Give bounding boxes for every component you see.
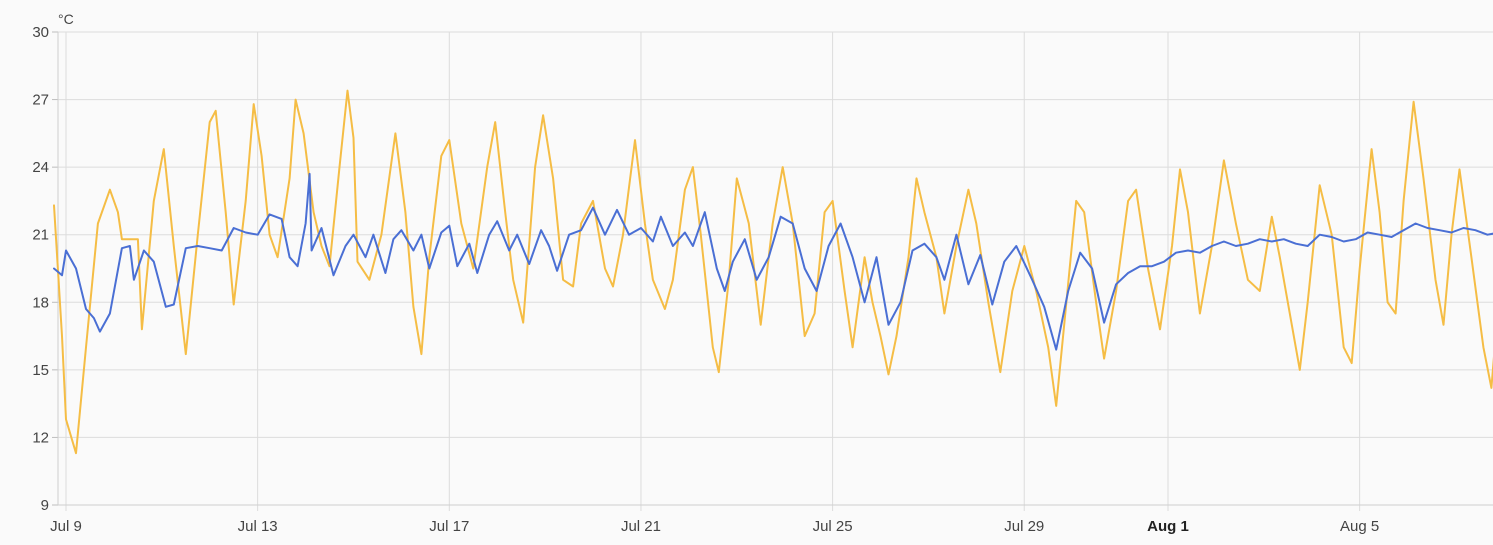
x-tick-label: Jul 29	[1004, 518, 1044, 535]
y-tick-label: 12	[32, 429, 49, 446]
x-tick-label: Aug 1	[1147, 518, 1189, 535]
y-tick-label: 24	[32, 159, 49, 176]
y-tick-label: 21	[32, 227, 49, 244]
y-tick-label: 30	[32, 24, 49, 41]
x-tick-label: Jul 21	[621, 518, 661, 535]
y-unit-label: °C	[58, 11, 74, 27]
series-line-1	[53, 89, 1493, 455]
x-tick-label: Aug 5	[1340, 518, 1379, 535]
x-tick-label: Jul 17	[429, 518, 469, 535]
grid-lines	[58, 31, 1493, 511]
y-tick-label: 18	[32, 294, 49, 311]
series-line-2	[53, 172, 1493, 351]
x-tick-label: Jul 13	[238, 518, 278, 535]
x-tick-label: Jul 25	[813, 518, 853, 535]
x-axis: Jul 9 Jul 13 Jul 17 Jul 21 Jul 25 Jul 29 Aug 1…	[50, 504, 1493, 535]
y-tick-label: 27	[32, 92, 49, 109]
y-tick-label: 9	[41, 497, 49, 514]
series-group	[53, 89, 1493, 455]
y-tick-label: 15	[32, 362, 49, 379]
x-tick-label: Jul 9	[50, 518, 82, 535]
